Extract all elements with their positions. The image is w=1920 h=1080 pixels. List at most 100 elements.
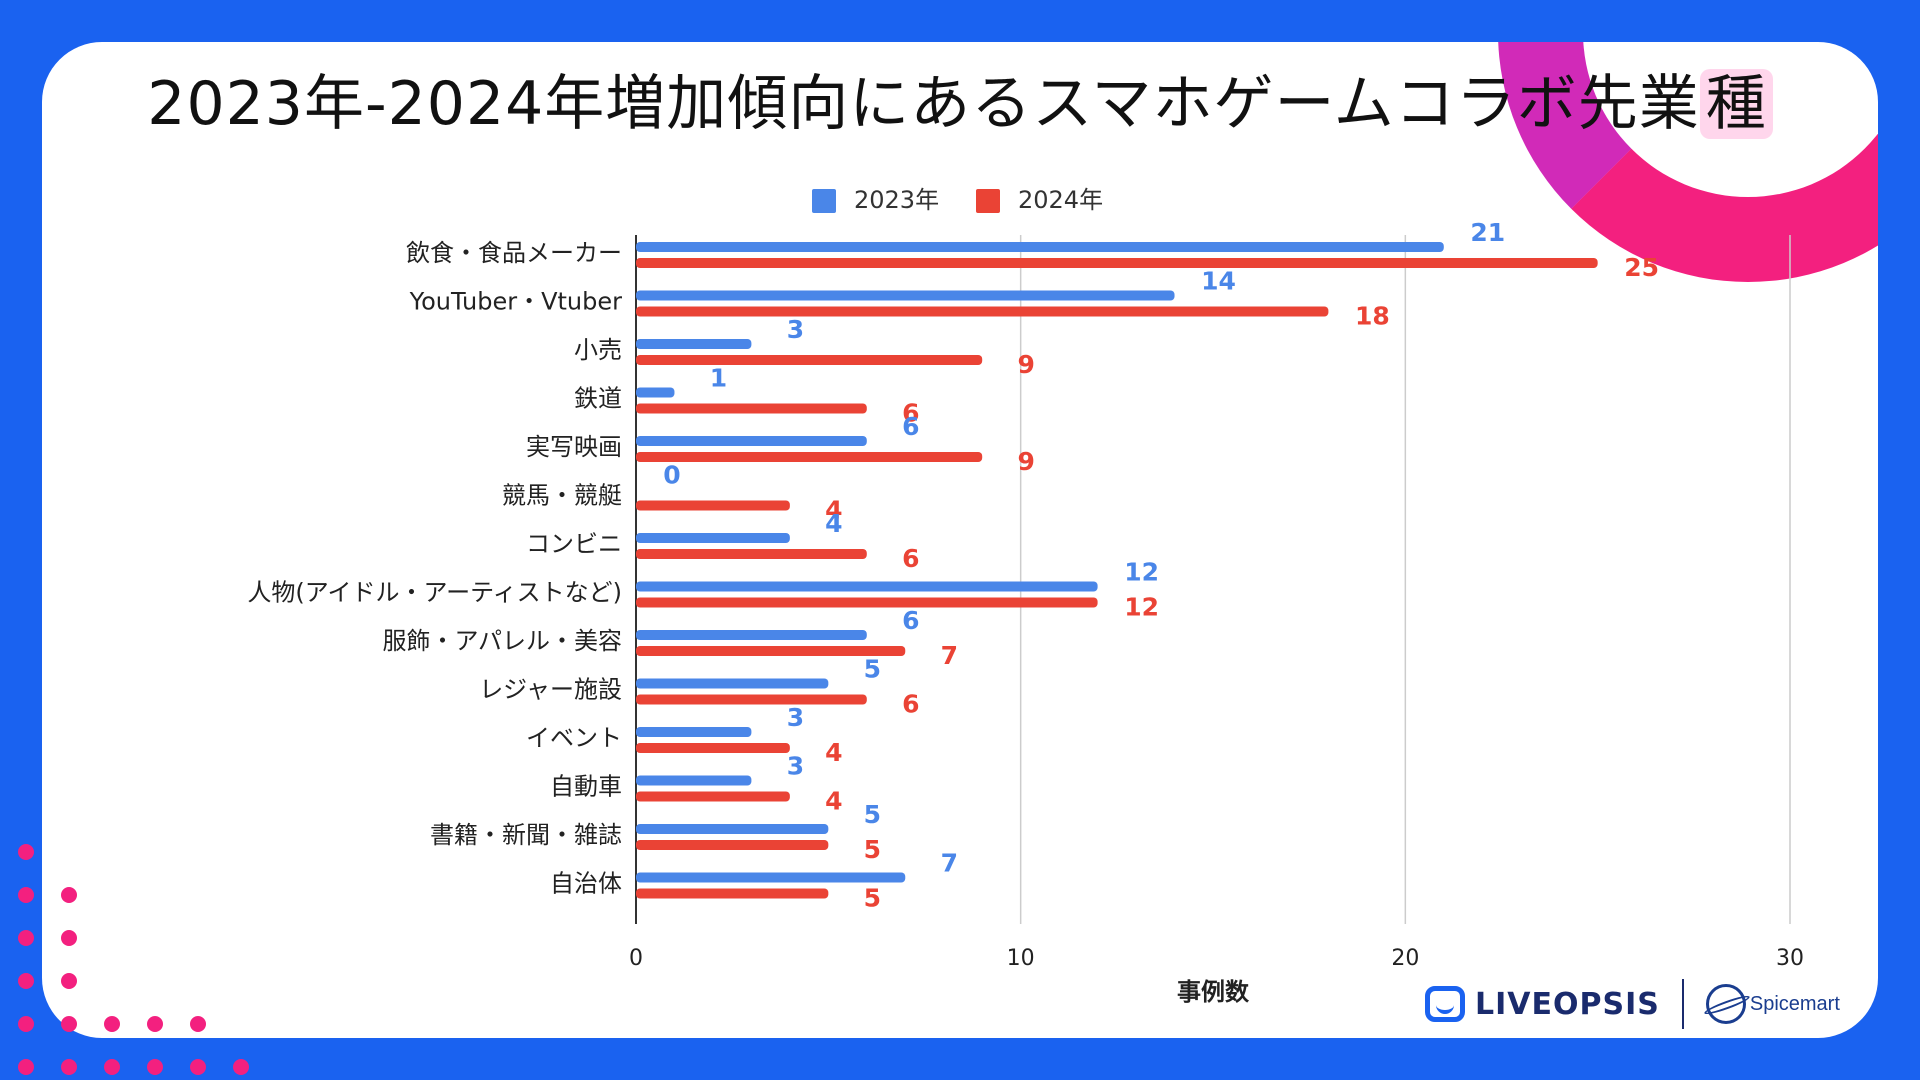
data-label: 6: [902, 690, 919, 719]
decorative-dot: [233, 1059, 249, 1075]
bar: [636, 242, 1444, 252]
decorative-dot: [18, 1059, 34, 1075]
x-tick-label: 30: [1776, 946, 1804, 971]
footer-logos: LIVEOPSIS Spicemart: [1425, 978, 1840, 1030]
data-label: 18: [1355, 302, 1390, 331]
data-label: 3: [787, 315, 804, 344]
bar: [636, 306, 1329, 317]
data-label: 12: [1124, 558, 1159, 587]
category-label: 鉄道: [574, 385, 622, 413]
data-label: 6: [902, 412, 919, 441]
logo-divider: [1681, 979, 1684, 1029]
decorative-dot: [61, 887, 77, 903]
page-title: 2023年-2024年増加傾向にあるスマホゲームコラボ先業種: [0, 55, 1920, 142]
decorative-dot: [147, 1016, 163, 1032]
data-label: 9: [1017, 350, 1034, 379]
data-label: 6: [902, 399, 919, 428]
category-label: YouTuber・Vtuber: [409, 288, 622, 316]
bar: [636, 290, 1175, 301]
category-label: 飲食・食品メーカー: [406, 239, 622, 267]
bar: [636, 840, 829, 850]
bar: [636, 533, 790, 543]
spicemart-logo: Spicemart: [1705, 984, 1840, 1024]
category-label: イベント: [526, 724, 622, 752]
category-label: 書籍・新聞・雑誌: [430, 821, 622, 849]
data-label: 12: [1124, 593, 1159, 622]
data-label: 0: [663, 461, 680, 490]
decorative-dot: [61, 1016, 77, 1032]
category-label: 服飾・アパレル・美容: [382, 627, 622, 655]
bar: [636, 630, 867, 640]
bar: [636, 743, 790, 753]
bar: [636, 597, 1098, 608]
data-label: 5: [864, 884, 881, 913]
decorative-dot: [104, 1059, 120, 1075]
bar: [636, 339, 752, 349]
x-tick-label: 20: [1391, 946, 1419, 971]
category-label: コンビニ: [526, 530, 622, 558]
legend-label: 2024年: [1018, 186, 1103, 214]
data-label: 6: [902, 544, 919, 573]
x-tick-label: 10: [1007, 946, 1035, 971]
bar: [636, 678, 829, 689]
category-label: 自治体: [550, 870, 622, 898]
data-label: 5: [864, 800, 881, 829]
data-label: 4: [825, 496, 842, 525]
data-label: 3: [787, 703, 804, 732]
bar: [636, 403, 867, 414]
data-label: 1: [710, 364, 727, 393]
decorative-dot: [18, 887, 34, 903]
legend-swatch: [976, 189, 1000, 213]
data-label: 21: [1470, 218, 1505, 247]
data-label: 3: [787, 752, 804, 781]
bar: [636, 791, 790, 802]
globe-icon: [1705, 984, 1746, 1024]
category-label: 自動車: [550, 773, 622, 801]
category-label: 人物(アイドル・アーティストなど): [247, 579, 622, 607]
data-label: 9: [1017, 447, 1034, 476]
data-label: 4: [825, 738, 842, 767]
bar: [636, 387, 675, 398]
data-label: 5: [864, 835, 881, 864]
slide-card: [42, 42, 1878, 1038]
decorative-dot: [18, 930, 34, 946]
data-label: 4: [825, 509, 842, 538]
decorative-dot: [190, 1016, 206, 1032]
bar: [636, 727, 752, 737]
bar: [636, 694, 867, 705]
legend-swatch: [812, 189, 836, 213]
bar: [636, 872, 906, 883]
bar: [636, 888, 829, 899]
bar: [636, 824, 829, 834]
decorative-dot: [61, 930, 77, 946]
data-label: 7: [941, 849, 958, 878]
data-label: 6: [902, 606, 919, 635]
data-label: 7: [941, 641, 958, 670]
legend-label: 2023年: [854, 186, 939, 214]
data-label: 25: [1624, 253, 1659, 282]
liveopsis-logo: LIVEOPSIS: [1425, 986, 1660, 1022]
category-label: 実写映画: [526, 433, 622, 461]
decorative-dot: [61, 1059, 77, 1075]
category-label: 競馬・競艇: [502, 482, 622, 510]
decorative-dot: [104, 1016, 120, 1032]
liveopsis-icon: [1425, 986, 1465, 1022]
bar: [636, 452, 983, 462]
bar: [636, 581, 1098, 592]
decorative-dot: [147, 1059, 163, 1075]
data-label: 5: [864, 655, 881, 684]
decorative-dot: [18, 844, 34, 860]
category-label: 小売: [574, 336, 622, 364]
decorative-dots: [18, 840, 258, 1080]
x-axis-label: 事例数: [1177, 978, 1250, 1006]
bar: [636, 500, 790, 511]
bar: [636, 436, 867, 446]
decorative-dot: [18, 973, 34, 989]
decorative-dot: [18, 1016, 34, 1032]
x-tick-label: 0: [629, 946, 643, 971]
bar: [636, 646, 906, 656]
bar: [636, 775, 752, 786]
decorative-dot: [61, 973, 77, 989]
decorative-dot: [190, 1059, 206, 1075]
